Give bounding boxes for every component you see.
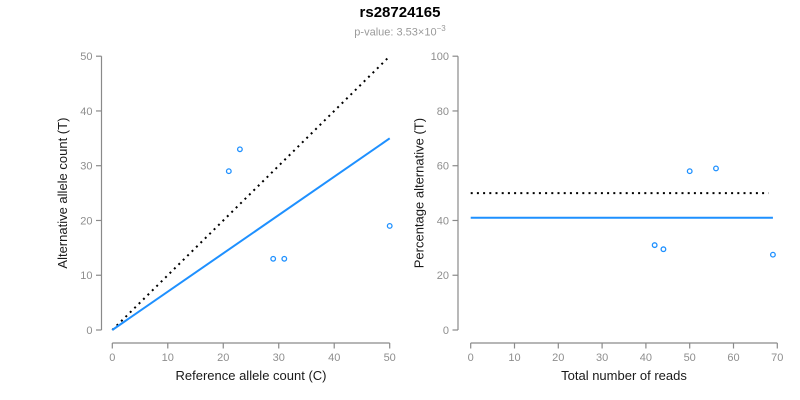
left-identity-line bbox=[111, 55, 391, 331]
left-data-point bbox=[236, 146, 243, 153]
left-x-tick-label: 20 bbox=[217, 352, 229, 364]
right-data-point bbox=[660, 246, 667, 253]
left-y-axis-label: Alternative allele count (T) bbox=[55, 118, 70, 269]
right-y-tick-label: 40 bbox=[437, 215, 449, 227]
left-x-tick-label: 50 bbox=[384, 352, 396, 364]
right-x-tick-label: 70 bbox=[771, 352, 783, 364]
right-data-point bbox=[651, 242, 658, 249]
right-y-tick-label: 60 bbox=[437, 161, 449, 173]
left-y-tick-label: 10 bbox=[80, 270, 92, 282]
right-x-tick-label: 30 bbox=[596, 352, 608, 364]
left-data-point bbox=[225, 168, 232, 175]
right-y-tick-label: 20 bbox=[437, 270, 449, 282]
left-data-point bbox=[281, 255, 288, 262]
left-data-point bbox=[386, 223, 393, 229]
left-x-tick-label: 0 bbox=[109, 352, 115, 364]
right-x-tick-label: 60 bbox=[727, 352, 739, 364]
left-y-tick-label: 40 bbox=[80, 106, 92, 118]
right-x-tick-label: 40 bbox=[640, 352, 652, 364]
left-y-tick-label: 50 bbox=[80, 51, 92, 63]
left-y-tick-label: 0 bbox=[86, 325, 92, 337]
left-data-point bbox=[270, 255, 277, 262]
left-x-tick-label: 30 bbox=[273, 352, 285, 364]
left-x-tick-label: 40 bbox=[328, 352, 340, 364]
left-y-tick-label: 30 bbox=[80, 161, 92, 173]
left-y-tick-label: 20 bbox=[80, 215, 92, 227]
right-x-tick-label: 0 bbox=[468, 352, 474, 364]
right-x-tick-label: 10 bbox=[508, 352, 520, 364]
right-y-tick-label: 0 bbox=[443, 325, 449, 337]
right-data-point bbox=[713, 165, 719, 172]
right-y-tick-label: 80 bbox=[437, 106, 449, 118]
right-data-point bbox=[686, 168, 693, 175]
right-x-tick-label: 50 bbox=[684, 352, 696, 364]
right-data-point bbox=[769, 251, 776, 258]
right-y-axis-label: Percentage alternative (T) bbox=[412, 118, 427, 268]
right-x-tick-label: 20 bbox=[552, 352, 564, 364]
left-x-tick-label: 10 bbox=[162, 352, 174, 364]
right-y-tick-label: 100 bbox=[431, 51, 449, 63]
right-x-axis-label: Total number of reads bbox=[561, 368, 687, 383]
left-fit-line bbox=[111, 137, 391, 331]
left-x-axis-label: Reference allele count (C) bbox=[175, 368, 326, 383]
